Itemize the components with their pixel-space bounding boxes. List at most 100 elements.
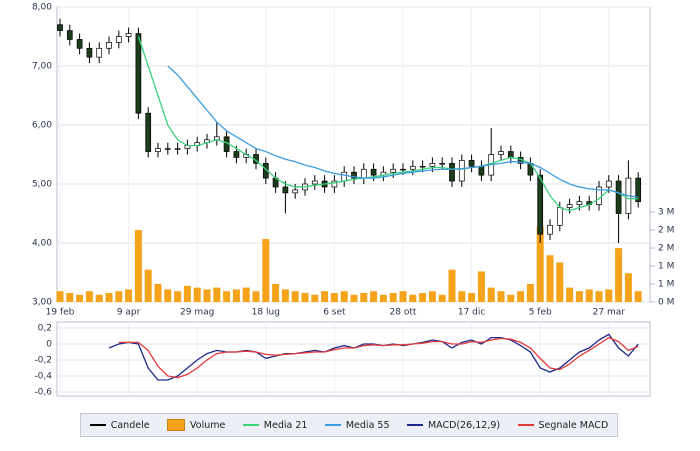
candle-body bbox=[370, 168, 377, 176]
candle-body bbox=[145, 112, 152, 152]
volume-bar bbox=[85, 291, 93, 302]
y-tick-label: 5,00 bbox=[32, 180, 52, 190]
volume-bar bbox=[605, 289, 613, 302]
y-tick-label: 0,2 bbox=[38, 324, 52, 334]
volume-bar bbox=[389, 293, 397, 302]
candle-body bbox=[292, 189, 299, 194]
y2-tick-label: 2 M bbox=[658, 226, 674, 236]
candle-body bbox=[125, 33, 132, 37]
y-tick-label: -0,6 bbox=[34, 388, 52, 398]
volume-bar bbox=[272, 284, 280, 302]
volume-bar bbox=[575, 291, 583, 302]
volume-bar bbox=[585, 289, 593, 302]
volume-bar bbox=[193, 287, 201, 302]
volume-bar bbox=[370, 291, 378, 302]
y2-tick-label: 3 M bbox=[658, 208, 674, 218]
candle-body bbox=[498, 151, 504, 155]
volume-bar bbox=[419, 293, 427, 302]
legend-item: Candele bbox=[89, 420, 150, 431]
candle-body bbox=[458, 160, 465, 182]
y2-tick-label: 0 M bbox=[658, 298, 674, 308]
volume-bar bbox=[517, 291, 525, 302]
volume-bar bbox=[556, 262, 564, 302]
volume-bar bbox=[546, 255, 554, 302]
candle-body bbox=[233, 151, 240, 158]
legend-icon bbox=[89, 424, 106, 426]
x-tick-label: 18 lug bbox=[252, 308, 280, 318]
candle-body bbox=[547, 224, 553, 235]
volume-bar bbox=[203, 289, 211, 302]
legend: Candele Volume Media 21 Media 55 MACD(26,12,… bbox=[80, 413, 618, 437]
series-line bbox=[167, 65, 639, 198]
volume-bar bbox=[350, 294, 358, 302]
volume-bar bbox=[232, 289, 240, 302]
legend-icon bbox=[324, 424, 341, 426]
candle-body bbox=[360, 168, 367, 179]
candle-body bbox=[605, 180, 612, 188]
candle-body bbox=[331, 180, 338, 188]
volume-bar bbox=[330, 293, 338, 302]
candle-body bbox=[576, 201, 583, 205]
candle-body bbox=[282, 186, 289, 194]
volume-bar bbox=[213, 287, 221, 302]
volume-bar bbox=[507, 294, 515, 302]
candle-body bbox=[155, 148, 161, 152]
x-tick-label: 17 dic bbox=[458, 308, 486, 318]
candle-body bbox=[429, 163, 436, 167]
legend-item: Volume bbox=[167, 419, 225, 431]
candle-body bbox=[341, 171, 348, 182]
series-line bbox=[137, 36, 639, 212]
volume-bar bbox=[301, 293, 309, 302]
legend-label: Segnale MACD bbox=[538, 419, 609, 431]
volume-bar bbox=[536, 226, 544, 302]
y2-tick-label: 1 M bbox=[658, 280, 674, 290]
candle-body bbox=[409, 165, 416, 170]
volume-bar bbox=[428, 291, 436, 302]
volume-bar bbox=[624, 273, 632, 302]
y-tick-label: -0,2 bbox=[34, 356, 52, 366]
volume-bar bbox=[615, 248, 623, 302]
legend-icon bbox=[242, 424, 259, 426]
y2-tick-label: 2 M bbox=[658, 244, 674, 254]
y2-tick-label: 1 M bbox=[658, 262, 674, 272]
y-tick-label: 7,00 bbox=[32, 62, 52, 72]
volume-bar bbox=[379, 294, 387, 302]
volume-bar bbox=[154, 284, 162, 302]
volume-bar bbox=[115, 291, 123, 302]
legend-icon bbox=[406, 424, 423, 426]
x-tick-label: 19 feb bbox=[46, 308, 75, 318]
x-tick-label: 28 ott bbox=[390, 308, 417, 318]
legend-item: Media 55 bbox=[324, 419, 390, 431]
candle-body bbox=[57, 24, 63, 31]
volume-bar bbox=[134, 230, 142, 302]
x-tick-label: 9 apr bbox=[117, 308, 141, 318]
candle-body bbox=[566, 204, 573, 208]
volume-bar bbox=[340, 291, 348, 302]
candle-body bbox=[615, 180, 622, 214]
legend-label: Media 21 bbox=[263, 419, 308, 431]
volume-bar bbox=[174, 291, 182, 302]
legend-label: MACD(26,12,9) bbox=[427, 419, 501, 431]
volume-bar bbox=[409, 294, 417, 302]
candle-body bbox=[419, 165, 426, 168]
candle-body bbox=[311, 180, 318, 185]
candle-body bbox=[174, 148, 181, 150]
x-tick-label: 29 mag bbox=[180, 308, 214, 318]
candle-body bbox=[635, 177, 642, 203]
series-line bbox=[108, 333, 639, 381]
legend-label: Media 55 bbox=[345, 419, 390, 431]
candle-body bbox=[449, 163, 455, 182]
volume-bar bbox=[281, 289, 289, 302]
candle-body bbox=[478, 165, 485, 176]
y-tick-label: 6,00 bbox=[32, 121, 52, 131]
candle-body bbox=[468, 160, 475, 167]
y-tick-label: 0 bbox=[46, 340, 52, 350]
legend-item: Media 21 bbox=[242, 419, 308, 431]
candle-body bbox=[390, 168, 397, 173]
volume-bar bbox=[321, 291, 329, 302]
candle-body bbox=[96, 47, 103, 58]
volume-bar bbox=[438, 294, 446, 302]
candle-body bbox=[76, 39, 83, 49]
candle-body bbox=[556, 207, 563, 226]
